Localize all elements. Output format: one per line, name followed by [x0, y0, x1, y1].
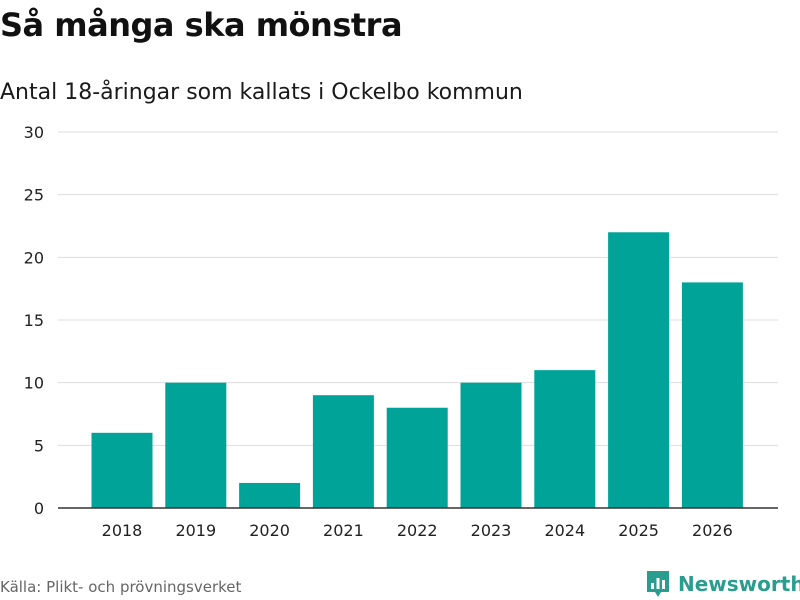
bar-2024	[534, 370, 596, 508]
x-tick-label-2018: 2018	[102, 521, 143, 540]
bar-2019	[165, 382, 227, 508]
x-tick-label-2023: 2023	[471, 521, 512, 540]
y-tick-label-25: 25	[24, 186, 44, 205]
chart-subtitle: Antal 18-åringar som kallats i Ockelbo k…	[0, 80, 523, 105]
x-tick-label-2026: 2026	[692, 521, 733, 540]
bar-2022	[386, 407, 448, 508]
x-tick-label-2020: 2020	[249, 521, 290, 540]
x-tick-label-2024: 2024	[544, 521, 585, 540]
bar-2021	[312, 395, 374, 508]
y-tick-label-0: 0	[34, 499, 44, 518]
chart-title: Så många ska mönstra	[0, 6, 403, 44]
y-tick-label-30: 30	[24, 123, 44, 142]
bar-2026	[681, 282, 743, 508]
bar-2018	[91, 432, 153, 508]
brand-name: Newsworthy	[678, 572, 800, 596]
y-tick-label-5: 5	[34, 436, 44, 455]
y-tick-label-15: 15	[24, 311, 44, 330]
bar-2020	[239, 482, 301, 508]
x-tick-label-2025: 2025	[618, 521, 659, 540]
x-tick-label-2019: 2019	[175, 521, 216, 540]
x-tick-label-2022: 2022	[397, 521, 438, 540]
newsworthy-logo[interactable]: Newsworthy	[645, 569, 800, 599]
x-tick-label-2021: 2021	[323, 521, 364, 540]
bar-2023	[460, 382, 522, 508]
source-note: Källa: Plikt- och prövningsverket	[0, 578, 242, 596]
bar-2025	[608, 232, 670, 508]
bar-chart-bubble-icon	[647, 571, 669, 597]
y-tick-label-10: 10	[24, 374, 44, 393]
y-tick-label-20: 20	[24, 248, 44, 267]
